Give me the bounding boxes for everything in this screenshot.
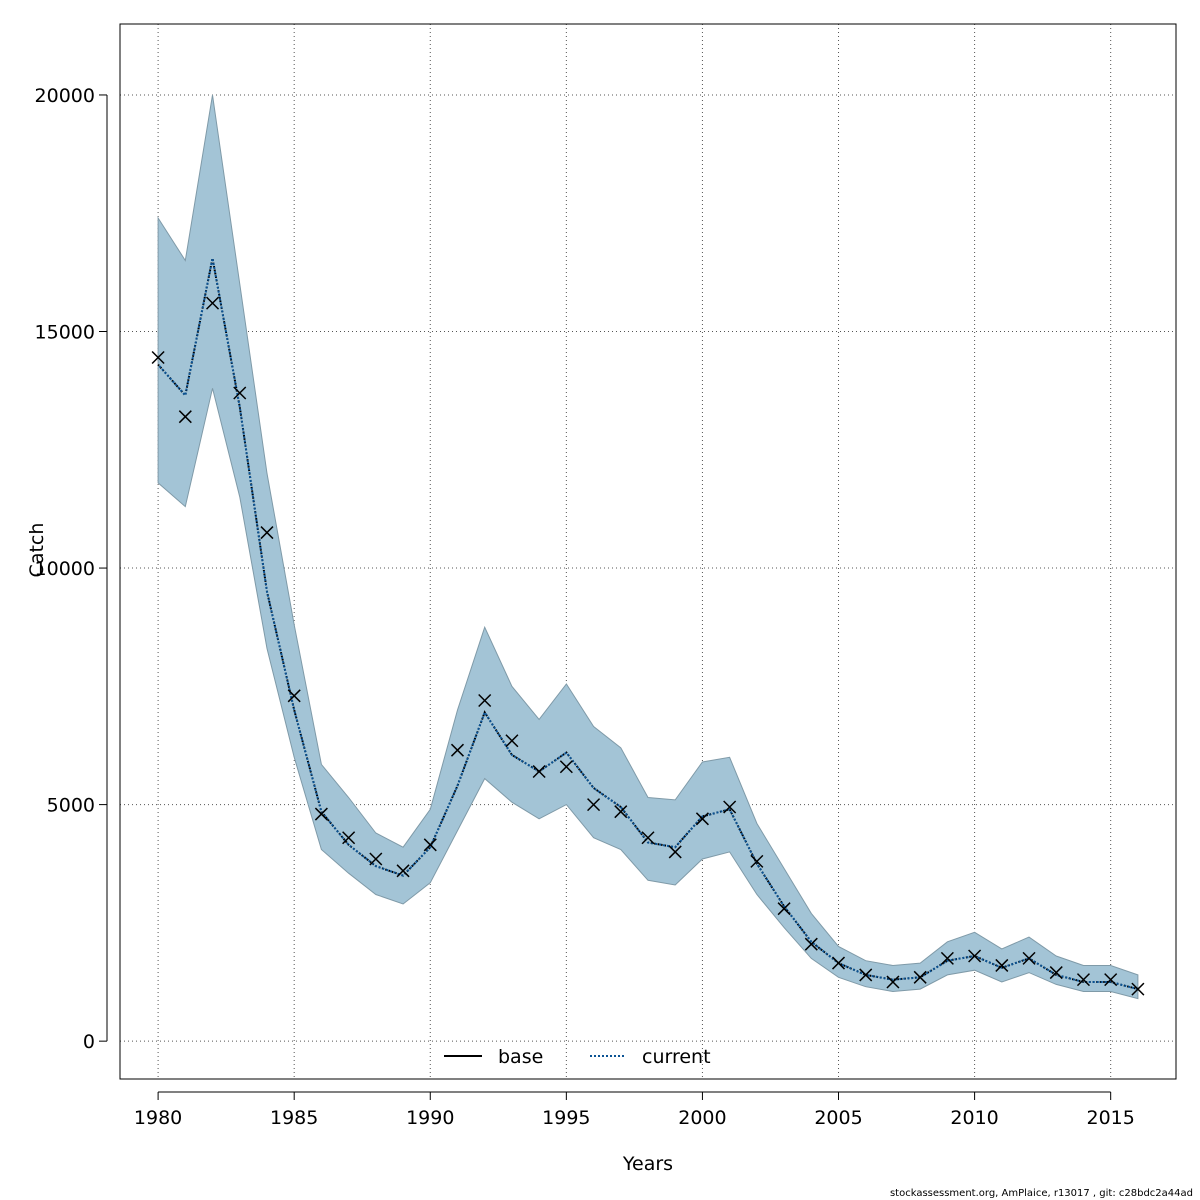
observed-point-2011: [995, 958, 1009, 972]
observed-point-1996: [587, 798, 601, 812]
x-tick-label-1980: 1980: [134, 1107, 182, 1129]
observed-point-1989: [396, 864, 410, 878]
x-tick-label-1990: 1990: [406, 1107, 454, 1129]
observed-point-2012: [1022, 951, 1036, 965]
observed-point-1988: [369, 852, 383, 866]
y-tick-label-20000: 20000: [35, 85, 95, 107]
observed-point-2010: [968, 949, 982, 963]
observed-point-1992: [478, 693, 492, 708]
observed-point-1983: [233, 386, 247, 400]
observed-point-1991: [450, 743, 465, 757]
observed-point-2006: [859, 968, 873, 982]
x-axis: 1980 1985 1990 1995 2000 2005 2010 2015: [134, 1091, 1135, 1129]
y-tick-label-10000: 10000: [35, 558, 95, 580]
observed-point-1987: [342, 831, 356, 845]
observed-point-2014: [1076, 973, 1090, 987]
observed-point-1982: [206, 296, 220, 310]
observed-point-1997: [614, 805, 628, 819]
legend-label-current: current: [642, 1046, 711, 1068]
observed-point-2002: [750, 854, 764, 868]
observed-point-2015: [1104, 973, 1118, 987]
observed-point-2001: [723, 800, 737, 814]
observed-point-2008: [913, 970, 927, 984]
observed-point-2016: [1131, 982, 1145, 996]
observed-point-1990: [423, 838, 437, 852]
observed-point-1999: [668, 845, 682, 859]
x-tick-label-2005: 2005: [814, 1107, 862, 1129]
observed-point-1994: [532, 764, 546, 779]
footer-credit: stockassessment.org, AmPlaice, r13017 , …: [890, 1188, 1193, 1199]
x-tick-label-1995: 1995: [542, 1107, 590, 1129]
observed-point-1984: [260, 526, 274, 540]
observed-point-1993: [505, 734, 519, 748]
x-tick-label-2010: 2010: [950, 1107, 998, 1129]
observed-point-2009: [940, 951, 954, 965]
y-tick-label-15000: 15000: [35, 322, 95, 344]
observed-point-2007: [886, 975, 900, 989]
observed-point-1980: [151, 351, 165, 365]
observed-markers: [151, 296, 1145, 996]
y-axis: 0 5000 10000 15000 20000: [35, 85, 108, 1053]
observed-point-2004: [804, 937, 818, 951]
y-axis-title: Catch: [26, 523, 48, 578]
observed-point-1995: [559, 760, 573, 774]
x-tick-label-2000: 2000: [678, 1107, 726, 1129]
confidence-band: [157, 94, 1139, 1000]
observed-point-1985: [287, 689, 301, 703]
y-tick-label-0: 0: [83, 1031, 95, 1053]
observed-point-2003: [777, 902, 791, 916]
observed-point-2013: [1049, 966, 1063, 980]
legend: base current: [444, 1046, 711, 1068]
observed-point-1998: [641, 831, 655, 845]
x-tick-label-2015: 2015: [1087, 1107, 1135, 1129]
legend-label-base: base: [498, 1046, 543, 1068]
x-tick-label-1985: 1985: [270, 1107, 318, 1129]
observed-point-2005: [831, 956, 846, 970]
grid-lines: [120, 24, 1176, 1079]
plot-frame: [119, 23, 1177, 1080]
observed-point-2000: [695, 812, 709, 826]
x-axis-title: Years: [622, 1153, 673, 1175]
observed-point-1986: [314, 807, 328, 821]
observed-point-1981: [178, 410, 192, 424]
y-tick-label-5000: 5000: [47, 795, 95, 817]
